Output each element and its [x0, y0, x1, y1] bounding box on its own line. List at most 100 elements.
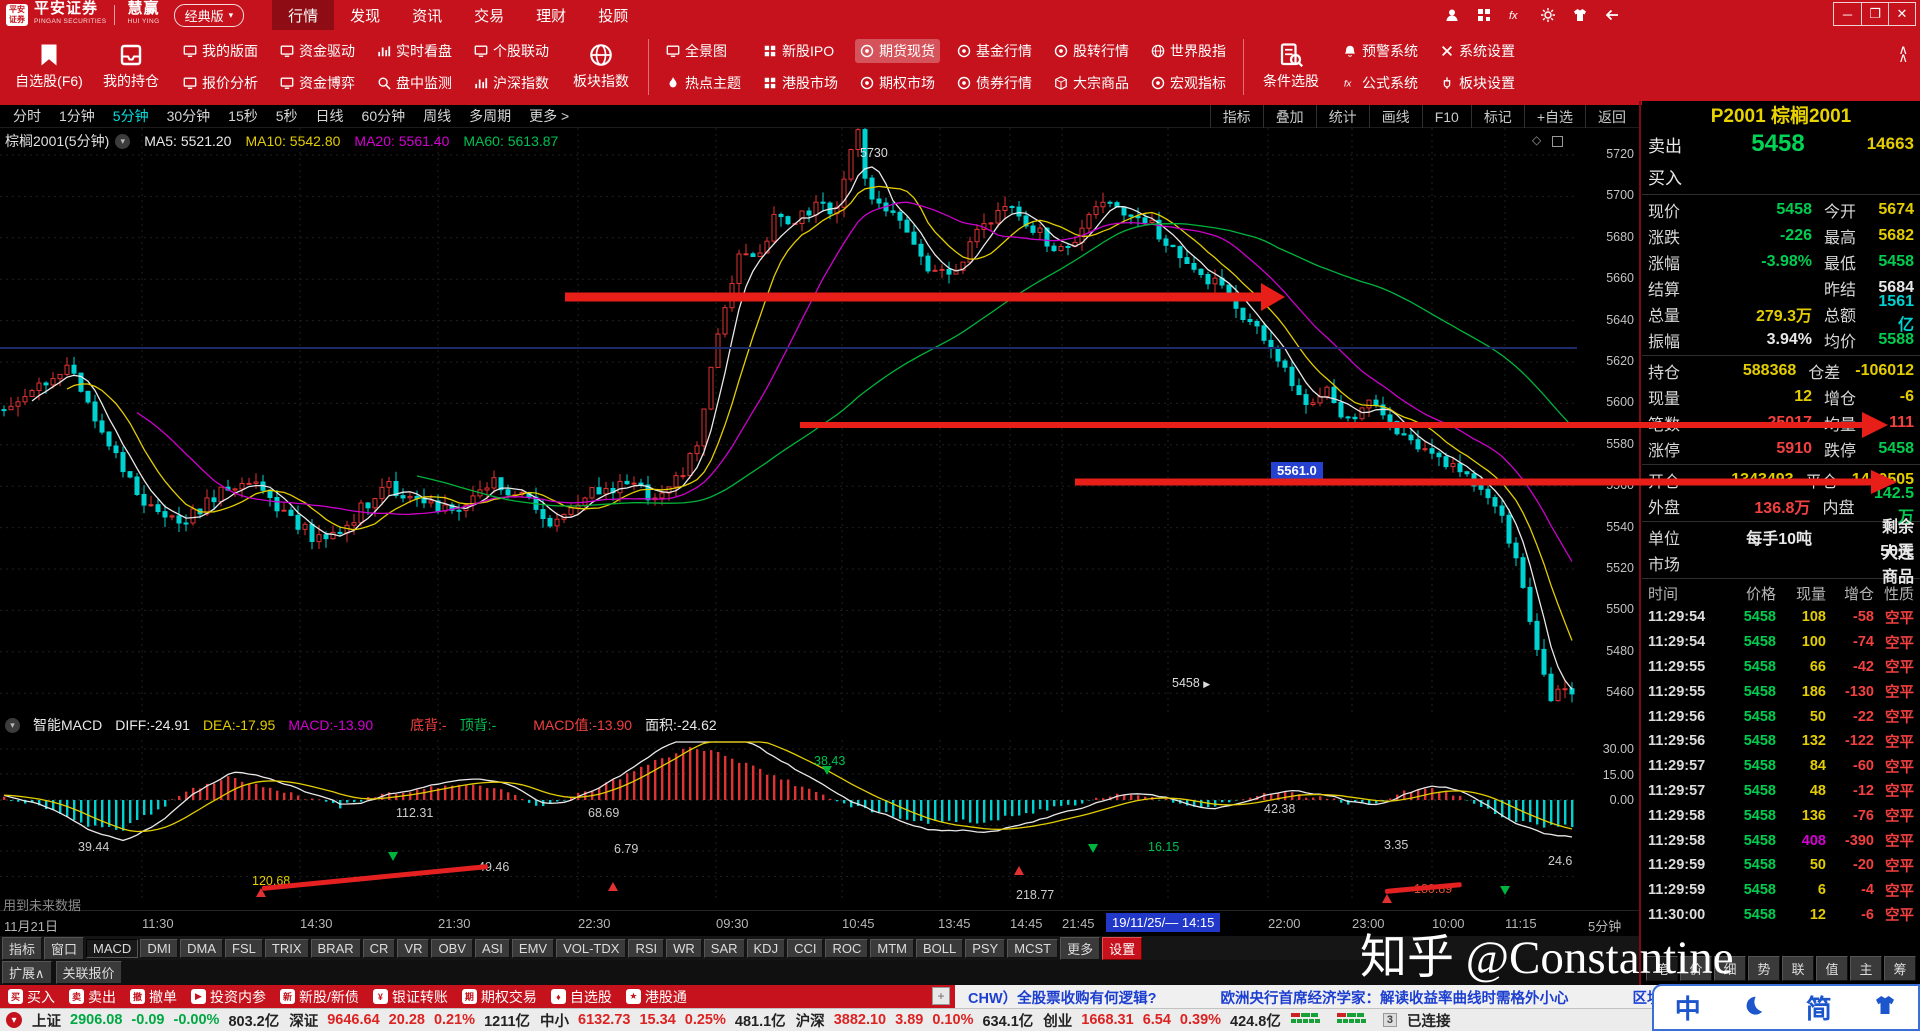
period-30分钟[interactable]: 30分钟	[166, 108, 211, 124]
indicator-tab-VOL-TDX[interactable]: VOL-TDX	[556, 938, 627, 958]
indicator-tab-PSY[interactable]: PSY	[965, 938, 1006, 958]
period-日线[interactable]: 日线	[315, 108, 344, 124]
toolbar-item-基金行情[interactable]: 基金行情	[952, 39, 1037, 63]
indicator-tab-OBV[interactable]: OBV	[431, 938, 473, 958]
indicator-tab-WR[interactable]: WR	[666, 938, 702, 958]
maximize-button[interactable]: ❐	[1861, 3, 1888, 25]
toolbar-item-期货现货[interactable]: 期货现货	[855, 38, 940, 63]
period-15秒[interactable]: 15秒	[228, 108, 258, 124]
candlestick-chart[interactable]	[0, 128, 1577, 712]
menu-item-交易[interactable]: 交易	[474, 7, 505, 25]
ime-language-popup[interactable]: 中 简	[1652, 984, 1920, 1031]
ime-chinese-toggle[interactable]: 中	[1674, 994, 1701, 1024]
indicator-tab-窗口[interactable]: 窗口	[44, 936, 85, 960]
toolbar-item-板块指数[interactable]: 板块指数	[560, 43, 642, 91]
period-分时[interactable]: 分时	[13, 108, 41, 124]
toolbar-item-实时看盘[interactable]: 实时看盘	[372, 39, 457, 63]
toolbar-item-资金驱动[interactable]: 资金驱动	[275, 39, 360, 63]
toolbar-item-我的版面[interactable]: 我的版面	[178, 39, 263, 63]
panel-tab-筹[interactable]: 筹	[1884, 956, 1916, 981]
indicator-tab-SAR[interactable]: SAR	[703, 938, 745, 958]
toolbar-item-板块设置[interactable]: 板块设置	[1435, 71, 1520, 95]
period-更多 >[interactable]: 更多 >	[529, 108, 570, 124]
panel-tab-势[interactable]: 势	[1748, 956, 1780, 981]
chart-action-+自选[interactable]: +自选	[1523, 105, 1585, 128]
toolbar-item-债券行情[interactable]: 债券行情	[952, 71, 1037, 95]
indicator-tab-MTM[interactable]: MTM	[870, 938, 914, 958]
toolbar-item-个股联动[interactable]: 个股联动	[469, 39, 554, 63]
fx-icon[interactable]: fx	[1508, 7, 1524, 23]
toolbar-item-全景图[interactable]: 全景图	[661, 39, 746, 63]
bottom-toolbar-银证转账[interactable]: ¥ 银证转账	[372, 987, 448, 1007]
indicator-tab-KDJ[interactable]: KDJ	[746, 938, 786, 958]
apps-icon[interactable]	[1476, 7, 1492, 23]
chart-action-指标[interactable]: 指标	[1209, 105, 1263, 128]
version-selector[interactable]: 经典版 ▾	[173, 3, 245, 27]
back-icon[interactable]	[1604, 7, 1620, 23]
indicator-tab-DMI[interactable]: DMI	[140, 938, 179, 958]
bottom-toolbar-新股/新债[interactable]: 新新股/新债	[280, 987, 359, 1007]
indicator-tab-DMA[interactable]: DMA	[180, 938, 224, 958]
toolbar-item-港股市场[interactable]: 港股市场	[758, 71, 843, 95]
macd-chart[interactable]	[0, 740, 1577, 902]
toolbar-item-预警系统[interactable]: 预警系统	[1338, 39, 1423, 63]
toolbar-item-系统设置[interactable]: 系统设置	[1435, 39, 1520, 63]
indicator-tab-VR[interactable]: VR	[397, 938, 430, 958]
indicator-tab-ROC[interactable]: ROC	[825, 938, 869, 958]
bottom-toolbar-撤单[interactable]: 撤撤单	[130, 987, 177, 1007]
indicator-tab-CR[interactable]: CR	[362, 938, 396, 958]
chart-action-F10[interactable]: F10	[1421, 105, 1471, 128]
toolbar-item-条件选股[interactable]: 条件选股	[1250, 42, 1332, 91]
menu-item-资讯[interactable]: 资讯	[412, 7, 443, 25]
toolbar-item-自选股(F6)[interactable]: 自选股(F6)	[8, 43, 90, 91]
indicator-tab-BRAR[interactable]: BRAR	[310, 938, 361, 958]
chart-action-画线[interactable]: 画线	[1368, 105, 1422, 128]
indicator-tab-ASI[interactable]: ASI	[474, 938, 510, 958]
news-item[interactable]: 欧洲央行首席经济学家：解读收益率曲线时需格外小心	[1220, 990, 1569, 1007]
toolbar-item-资金博弈[interactable]: 资金博弈	[275, 71, 360, 95]
chart-action-叠加[interactable]: 叠加	[1262, 105, 1316, 128]
indicator-tab-指标[interactable]: 指标	[2, 936, 43, 960]
indicator-tab-BOLL[interactable]: BOLL	[915, 938, 964, 958]
toolbar-item-新股IPO[interactable]: 新股IPO	[758, 39, 843, 63]
panel-tab-联[interactable]: 联	[1782, 956, 1814, 981]
bottom-toolbar-自选股[interactable]: ♦ 自选股	[550, 987, 612, 1007]
diamond-icon[interactable]: ◇	[1532, 133, 1542, 147]
indicator-tab-RSI[interactable]: RSI	[628, 938, 665, 958]
period-5分钟[interactable]: 5分钟	[112, 108, 149, 124]
close-button[interactable]: ✕	[1888, 3, 1915, 25]
chart-action-标记[interactable]: 标记	[1470, 105, 1524, 128]
toolbar-item-世界股指[interactable]: 世界股指	[1146, 39, 1231, 63]
toolbar-collapse-button[interactable]: ∧ ∧	[1898, 42, 1908, 65]
toolbar-item-我的持仓[interactable]: 我的持仓	[90, 43, 172, 91]
toolbar-item-沪深指数[interactable]: 沪深指数	[469, 71, 554, 95]
menu-item-发现[interactable]: 发现	[350, 7, 381, 25]
bottom-toolbar-卖出[interactable]: 卖卖出	[69, 987, 116, 1007]
toolbar-item-热点主题[interactable]: 热点主题	[661, 71, 746, 95]
chart-action-统计[interactable]: 统计	[1315, 105, 1369, 128]
toolbar-item-报价分析[interactable]: 报价分析	[178, 71, 263, 95]
add-button[interactable]: +	[932, 987, 950, 1005]
period-60分钟[interactable]: 60分钟	[361, 108, 406, 124]
shirt-icon[interactable]	[1572, 7, 1588, 23]
tab-关联报价[interactable]: 关联报价	[55, 961, 122, 984]
panel-tab-值[interactable]: 值	[1816, 956, 1848, 981]
tab-扩展∧[interactable]: 扩展∧	[2, 961, 52, 984]
moon-icon[interactable]	[1742, 994, 1764, 1021]
toolbar-item-宏观指标[interactable]: 宏观指标	[1146, 71, 1231, 95]
toolbar-item-期权市场[interactable]: 期权市场	[855, 71, 940, 95]
toolbar-item-大宗商品[interactable]: 大宗商品	[1049, 71, 1134, 95]
bottom-toolbar-买入[interactable]: 买买入	[8, 987, 55, 1007]
period-周线[interactable]: 周线	[423, 108, 452, 124]
bottom-toolbar-投资内参[interactable]: ▶ 投资内参	[191, 987, 266, 1007]
indicator-tab-设置[interactable]: 设置	[1102, 936, 1143, 960]
menu-item-行情[interactable]: 行情	[272, 0, 335, 30]
gear-icon[interactable]	[1540, 7, 1556, 23]
chart-action-返回[interactable]: 返回	[1585, 105, 1638, 128]
news-ticker[interactable]: CHW）全股票收购有何逻辑? 欧洲央行首席经济学家：解读收益率曲线时需格外小心 区块…	[968, 987, 1668, 1007]
expand-pane-icon[interactable]	[1552, 136, 1563, 147]
indicator-tab-FSL[interactable]: FSL	[225, 938, 263, 958]
indicator-tab-MCST[interactable]: MCST	[1007, 938, 1059, 958]
menu-item-投顾[interactable]: 投顾	[598, 7, 629, 25]
time-axis[interactable]: 11月21日 11:30 14:30 21:30 22:30 09:30 10:45 13:4…	[0, 910, 1640, 936]
